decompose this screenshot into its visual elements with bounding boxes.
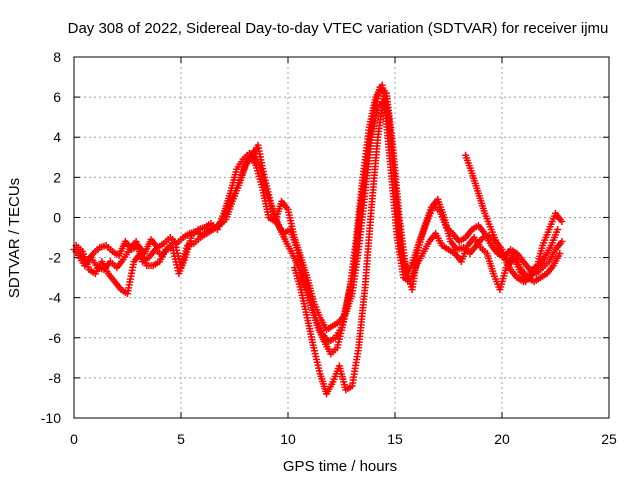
data-points: [70, 81, 566, 398]
x-tick-label: 0: [70, 431, 78, 447]
x-tick-label: 10: [280, 431, 296, 447]
y-axis-label: SDTVAR / TECUs: [6, 178, 23, 298]
chart-title: Day 308 of 2022, Sidereal Day-to-day VTE…: [68, 20, 609, 37]
x-tick-label: 5: [177, 431, 185, 447]
x-tick-label: 15: [387, 431, 403, 447]
grid-layer: [74, 57, 609, 418]
x-tick-label: 25: [601, 431, 617, 447]
y-tick-label: 6: [53, 89, 61, 105]
data-point: [554, 225, 562, 233]
y-tick-label: 8: [53, 49, 61, 65]
y-tick-label: 0: [53, 209, 61, 225]
y-tick-label: -6: [49, 330, 62, 346]
data-point: [558, 217, 566, 225]
y-tick-label: 4: [53, 129, 61, 145]
plot-frame: [73, 56, 610, 419]
y-tick-label: -10: [41, 410, 61, 426]
y-tick-label: -2: [49, 250, 62, 266]
y-tick-label: -8: [49, 370, 62, 386]
data-point: [556, 250, 564, 258]
x-axis-label: GPS time / hours: [283, 458, 397, 475]
data-point: [558, 238, 566, 246]
x-tick-label: 20: [494, 431, 510, 447]
y-tick-label: -4: [49, 290, 62, 306]
y-tick-label: 2: [53, 169, 61, 185]
data-point: [380, 89, 388, 97]
